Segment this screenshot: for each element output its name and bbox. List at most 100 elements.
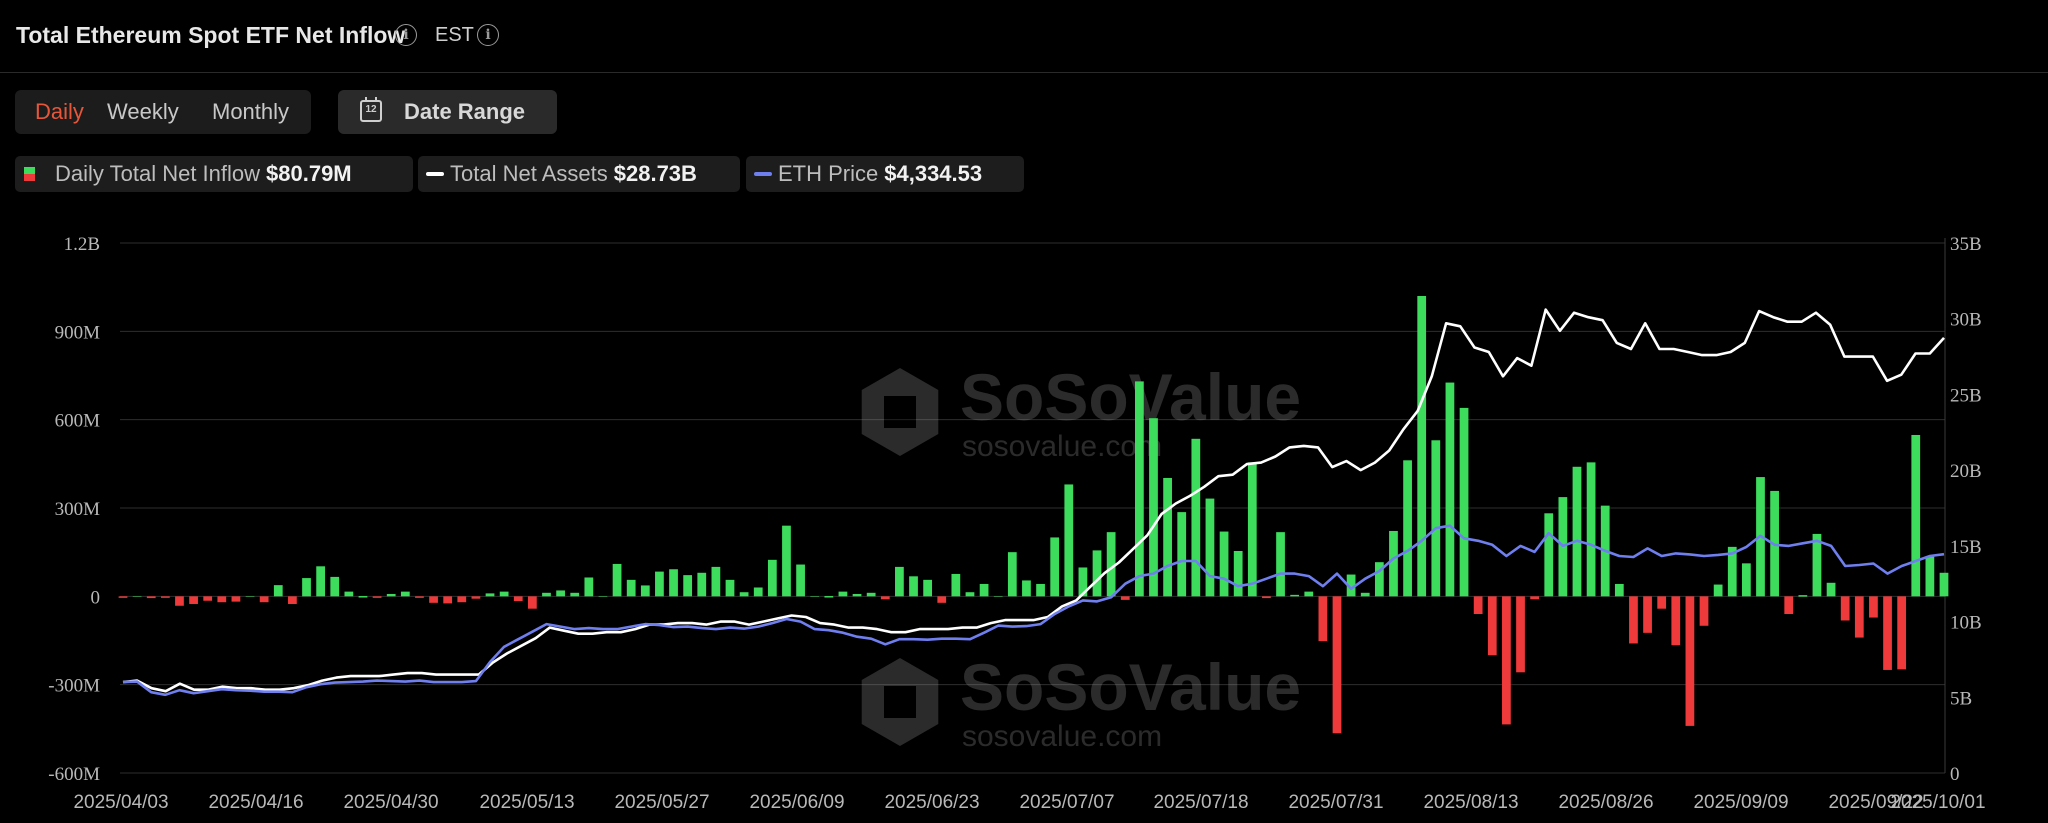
info-icon[interactable]: i: [395, 24, 417, 46]
inflow-bar[interactable]: [527, 596, 537, 609]
legend-net-inflow[interactable]: Daily Total Net Inflow $80.79M: [15, 156, 413, 192]
inflow-bar[interactable]: [1614, 583, 1624, 597]
inflow-bar[interactable]: [1389, 530, 1398, 597]
inflow-bar[interactable]: [626, 579, 636, 597]
inflow-bar[interactable]: [259, 596, 269, 603]
inflow-bar[interactable]: [1572, 466, 1582, 597]
inflow-bar[interactable]: [725, 579, 735, 597]
inflow-bar[interactable]: [1699, 596, 1709, 626]
inflow-bar[interactable]: [1163, 477, 1172, 597]
inflow-bar[interactable]: [782, 525, 791, 597]
inflow-bar[interactable]: [1346, 574, 1356, 597]
inflow-bar[interactable]: [1233, 550, 1243, 597]
inflow-bar[interactable]: [1191, 438, 1201, 597]
inflow-bar[interactable]: [1276, 532, 1285, 597]
inflow-bar[interactable]: [400, 591, 410, 597]
inflow-bar[interactable]: [683, 575, 693, 597]
inflow-bar[interactable]: [810, 596, 820, 597]
inflow-bar[interactable]: [1092, 550, 1102, 597]
inflow-bar[interactable]: [1247, 462, 1257, 597]
inflow-chart[interactable]: 1.2B 900M 600M 300M 0 -300M -600M 35B 30B 25B 20B 1…: [0, 220, 2048, 823]
inflow-bar[interactable]: [1812, 533, 1822, 597]
inflow-bar[interactable]: [1459, 407, 1469, 597]
inflow-bar[interactable]: [1784, 596, 1794, 614]
inflow-bar[interactable]: [302, 578, 311, 597]
inflow-bar[interactable]: [1911, 434, 1921, 597]
inflow-bar[interactable]: [1869, 596, 1878, 618]
inflow-bar[interactable]: [767, 559, 777, 597]
inflow-bar[interactable]: [118, 596, 128, 598]
total-net-assets-line[interactable]: [122, 308, 1945, 693]
inflow-bar[interactable]: [923, 579, 933, 597]
inflow-bar[interactable]: [1883, 596, 1892, 670]
inflow-bar[interactable]: [146, 596, 156, 599]
inflow-bar[interactable]: [965, 592, 975, 597]
inflow-bar[interactable]: [1939, 572, 1949, 597]
inflow-bar[interactable]: [1120, 596, 1130, 600]
inflow-bar[interactable]: [513, 596, 523, 602]
inflow-bar[interactable]: [584, 577, 594, 597]
inflow-bar[interactable]: [739, 592, 749, 597]
inflow-bar[interactable]: [245, 596, 255, 597]
inflow-bar[interactable]: [1134, 381, 1144, 597]
inflow-bar[interactable]: [824, 596, 834, 598]
inflow-bar[interactable]: [1219, 531, 1229, 597]
inflow-bar[interactable]: [386, 593, 396, 597]
inflow-bar[interactable]: [1798, 595, 1808, 597]
inflow-bar[interactable]: [344, 591, 354, 597]
inflow-bar[interactable]: [330, 576, 340, 597]
inflow-bar[interactable]: [1727, 546, 1737, 597]
tab-weekly[interactable]: Weekly: [107, 99, 179, 124]
inflow-bar[interactable]: [1417, 296, 1427, 597]
inflow-bar[interactable]: [1713, 584, 1723, 597]
inflow-bar[interactable]: [655, 571, 664, 597]
inflow-bar[interactable]: [485, 593, 495, 597]
inflow-bar[interactable]: [203, 596, 213, 601]
inflow-bar[interactable]: [570, 592, 580, 597]
inflow-bar[interactable]: [979, 583, 989, 597]
inflow-bar[interactable]: [1826, 582, 1836, 597]
date-range-button[interactable]: 12 Date Range: [338, 90, 557, 134]
inflow-bar[interactable]: [316, 566, 326, 597]
inflow-bar[interactable]: [1262, 596, 1271, 599]
inflow-bar[interactable]: [1530, 596, 1540, 600]
inflow-bar[interactable]: [1445, 382, 1455, 597]
inflow-bar[interactable]: [1586, 462, 1596, 597]
inflow-bar[interactable]: [1629, 596, 1638, 644]
inflow-bar[interactable]: [993, 596, 1003, 597]
inflow-bar[interactable]: [429, 596, 438, 603]
inflow-bar[interactable]: [937, 596, 947, 603]
inflow-bar[interactable]: [1431, 440, 1441, 597]
inflow-bar[interactable]: [640, 585, 650, 597]
inflow-bar[interactable]: [1050, 537, 1060, 597]
inflow-bar[interactable]: [1304, 591, 1314, 597]
inflow-bar[interactable]: [358, 596, 368, 598]
inflow-bar[interactable]: [909, 576, 918, 597]
inflow-bar[interactable]: [1925, 556, 1935, 597]
inflow-bar[interactable]: [1897, 596, 1907, 670]
inflow-bar[interactable]: [189, 596, 198, 604]
inflow-bar[interactable]: [1318, 596, 1328, 642]
inflow-bar[interactable]: [866, 592, 876, 597]
inflow-bar[interactable]: [457, 596, 467, 603]
inflow-bar[interactable]: [1106, 532, 1116, 597]
inflow-bar[interactable]: [132, 596, 142, 597]
inflow-bar[interactable]: [160, 596, 170, 598]
inflow-bar[interactable]: [542, 592, 551, 597]
inflow-bar[interactable]: [1064, 484, 1074, 597]
inflow-bar[interactable]: [288, 596, 297, 604]
legend-eth-price[interactable]: ETH Price $4,334.53: [746, 156, 1024, 192]
timezone-info-icon[interactable]: i: [477, 24, 499, 46]
inflow-bar[interactable]: [1840, 596, 1850, 621]
inflow-bar[interactable]: [372, 596, 382, 598]
inflow-bar[interactable]: [1149, 418, 1158, 597]
inflow-bar[interactable]: [175, 596, 184, 606]
inflow-bar[interactable]: [1544, 513, 1554, 597]
inflow-bar[interactable]: [231, 596, 241, 602]
inflow-bar[interactable]: [1741, 563, 1751, 597]
inflow-bar[interactable]: [1516, 596, 1525, 673]
tab-daily[interactable]: Daily: [35, 99, 84, 124]
inflow-bar[interactable]: [880, 596, 890, 600]
inflow-bar[interactable]: [852, 593, 862, 597]
inflow-bar[interactable]: [1036, 583, 1045, 597]
